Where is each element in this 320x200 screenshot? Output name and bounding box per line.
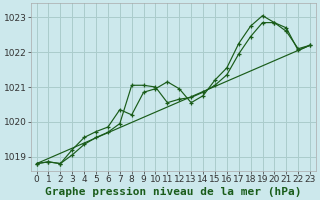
X-axis label: Graphe pression niveau de la mer (hPa): Graphe pression niveau de la mer (hPa): [45, 186, 301, 197]
